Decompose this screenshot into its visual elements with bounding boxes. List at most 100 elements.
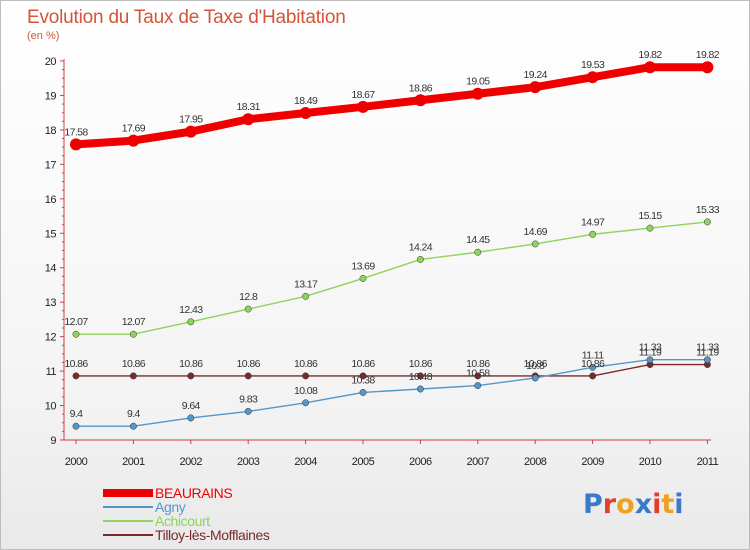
legend-label: BEAURAINS	[155, 485, 233, 501]
data-label: 10.48	[409, 371, 433, 383]
data-point	[72, 422, 80, 430]
series-line	[75, 359, 709, 427]
chart-title: Evolution du Taux de Taxe d'Habitation	[27, 7, 346, 28]
x-tick-label: 2007	[467, 456, 490, 468]
data-label: 19.82	[696, 49, 720, 61]
data-label: 14.69	[524, 226, 548, 238]
data-point	[187, 414, 195, 422]
y-tick-label: 12	[45, 332, 57, 344]
data-label: 12.8	[239, 291, 258, 303]
logo-letter: t	[661, 489, 675, 520]
x-tick-label: 2008	[524, 456, 547, 468]
data-label: 12.43	[179, 304, 203, 316]
x-tick-label: 2002	[180, 456, 203, 468]
y-tick-label: 9	[50, 435, 56, 447]
logo-letter: P	[583, 489, 603, 520]
data-label: 10.86	[294, 358, 318, 370]
data-point	[187, 372, 195, 380]
data-point	[416, 385, 424, 393]
data-point	[474, 248, 482, 256]
logo-letter: o	[616, 489, 635, 520]
y-tick-label: 10	[45, 401, 57, 413]
data-point	[242, 113, 255, 126]
data-point	[184, 125, 197, 138]
series-2	[72, 218, 711, 338]
x-tick-label: 2010	[639, 456, 662, 468]
data-label: 13.17	[294, 278, 318, 290]
data-point	[589, 230, 597, 238]
data-point	[244, 372, 252, 380]
data-label: 18.67	[351, 89, 375, 101]
data-label: 13.69	[351, 260, 375, 272]
data-label: 18.31	[237, 101, 261, 113]
data-label: 11.19	[696, 347, 719, 359]
data-label: 10.86	[179, 358, 203, 370]
proxiti-logo: Proxiti	[583, 489, 684, 520]
data-point	[529, 81, 542, 94]
x-tick-label: 2003	[237, 456, 260, 468]
x-tick-label: 2001	[122, 456, 145, 468]
data-label: 11.33	[639, 342, 662, 354]
data-label: 10.86	[64, 358, 88, 370]
data-label: 10.08	[294, 385, 318, 397]
data-label: 18.49	[294, 95, 318, 107]
data-label: 11.33	[696, 342, 719, 354]
data-label: 15.15	[638, 210, 662, 222]
x-tick-label: 2011	[697, 456, 719, 468]
data-point	[70, 138, 82, 151]
data-label: 14.45	[466, 234, 490, 246]
data-point	[359, 372, 367, 380]
data-label: 9.64	[182, 400, 201, 412]
data-point	[302, 292, 310, 300]
data-point	[129, 330, 137, 338]
y-tick-label: 19	[45, 90, 57, 102]
logo-letter: i	[674, 489, 684, 520]
data-label: 9.4	[127, 408, 141, 420]
data-point	[646, 224, 654, 232]
data-label: 14.97	[581, 216, 605, 228]
data-point	[302, 399, 310, 407]
data-point	[72, 330, 80, 338]
legend-label: Agny	[155, 499, 186, 515]
data-label: 18.86	[409, 82, 433, 94]
legend-label: Tilloy-lès-Mofflaines	[155, 527, 270, 543]
data-point	[414, 94, 427, 107]
logo-letter: r	[602, 489, 617, 520]
data-label: 19.53	[581, 59, 605, 71]
x-tick-label: 2006	[409, 456, 432, 468]
data-label: 10.86	[409, 358, 433, 370]
y-tick-label: 20	[45, 56, 57, 68]
x-tick-label: 2009	[581, 456, 604, 468]
y-tick-label: 17	[45, 159, 57, 171]
data-point	[187, 318, 195, 326]
logo-letter: x	[634, 489, 653, 520]
series-line	[75, 221, 709, 335]
x-tick-label: 2004	[294, 456, 317, 468]
data-point	[589, 372, 597, 380]
data-label: 19.24	[524, 69, 548, 81]
data-label: 12.07	[64, 316, 88, 328]
chart-subtitle: (en %)	[27, 30, 60, 42]
data-point	[471, 87, 484, 100]
legend-swatch	[103, 534, 153, 536]
data-label: 10.38	[351, 374, 375, 386]
y-tick-label: 16	[45, 194, 57, 206]
data-point	[644, 61, 656, 74]
data-label: 12.07	[122, 316, 146, 328]
data-point	[589, 363, 597, 371]
data-label: 17.58	[64, 126, 88, 138]
data-point	[474, 372, 482, 380]
y-tick-label: 11	[46, 366, 57, 378]
data-point	[531, 374, 539, 382]
data-point	[474, 382, 482, 390]
data-label: 10.58	[466, 368, 490, 380]
data-label: 10.86	[237, 358, 261, 370]
x-tick-label: 2005	[352, 456, 375, 468]
data-label: 15.33	[696, 204, 720, 216]
series-line	[72, 63, 712, 149]
data-point	[302, 372, 310, 380]
data-label: 10.86	[466, 358, 490, 370]
data-point	[359, 274, 367, 282]
